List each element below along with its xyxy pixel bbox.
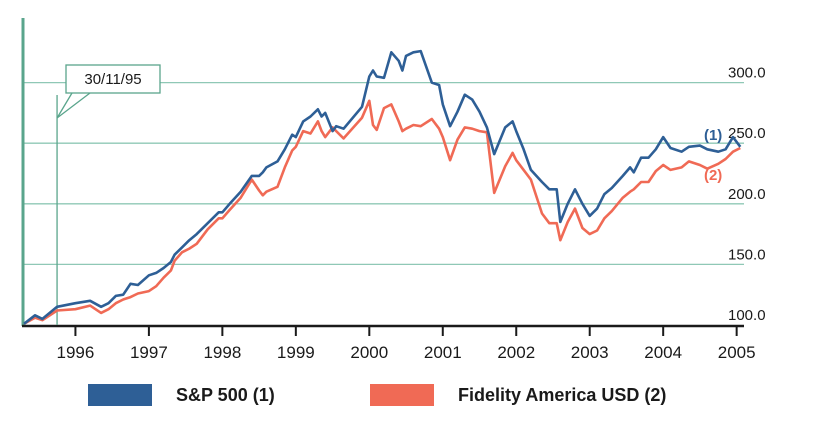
series-end-label-1: (2) bbox=[704, 167, 722, 184]
date-annotation: 30/11/95 bbox=[56, 64, 161, 325]
x-tick-label-1996: 1996 bbox=[57, 343, 95, 362]
x-tick-label-2005: 2005 bbox=[718, 343, 756, 362]
legend: S&P 500 (1) Fidelity America USD (2) bbox=[0, 380, 819, 410]
x-tick-label-1999: 1999 bbox=[277, 343, 315, 362]
x-tick-label-2004: 2004 bbox=[644, 343, 682, 362]
y-tick-label-100: 100.0 bbox=[728, 307, 766, 324]
legend-label-sp500: S&P 500 (1) bbox=[176, 384, 275, 405]
x-tick-label-1998: 1998 bbox=[203, 343, 241, 362]
x-tick-label-2001: 2001 bbox=[424, 343, 462, 362]
series-line-0 bbox=[23, 49, 742, 325]
x-tick-label-2000: 2000 bbox=[350, 343, 388, 362]
legend-item-fidelity: Fidelity America USD (2) bbox=[370, 380, 666, 410]
annotation-label: 30/11/95 bbox=[84, 71, 141, 88]
y-tick-label-250: 250.0 bbox=[728, 125, 766, 142]
series-line-1 bbox=[23, 99, 741, 325]
series-layer: (2) (1) bbox=[23, 49, 742, 325]
legend-swatch-fidelity bbox=[370, 384, 434, 406]
x-tick-label-1997: 1997 bbox=[130, 343, 168, 362]
x-axis: 1996 1997 1998 1999 2000 2001 2002 2003 2004 2005 bbox=[57, 326, 756, 362]
x-tick-label-2003: 2003 bbox=[571, 343, 609, 362]
y-tick-label-300: 300.0 bbox=[728, 65, 766, 82]
y-axis: 100.0 150.0 200.0 250.0 300.0 bbox=[728, 65, 766, 324]
series-end-label-0: (1) bbox=[704, 127, 722, 144]
legend-label-fidelity: Fidelity America USD (2) bbox=[458, 384, 667, 405]
annotation-box bbox=[65, 64, 161, 94]
x-tick-label-2002: 2002 bbox=[497, 343, 535, 362]
legend-item-sp500: S&P 500 (1) bbox=[88, 380, 275, 410]
annotation-pointer bbox=[56, 92, 91, 119]
line-chart: 1996 1997 1998 1999 2000 2001 2002 2003 2004 2005… bbox=[21, 18, 766, 362]
legend-swatch-sp500 bbox=[88, 384, 152, 406]
y-tick-label-150: 150.0 bbox=[728, 246, 766, 263]
y-tick-label-200: 200.0 bbox=[728, 186, 766, 203]
